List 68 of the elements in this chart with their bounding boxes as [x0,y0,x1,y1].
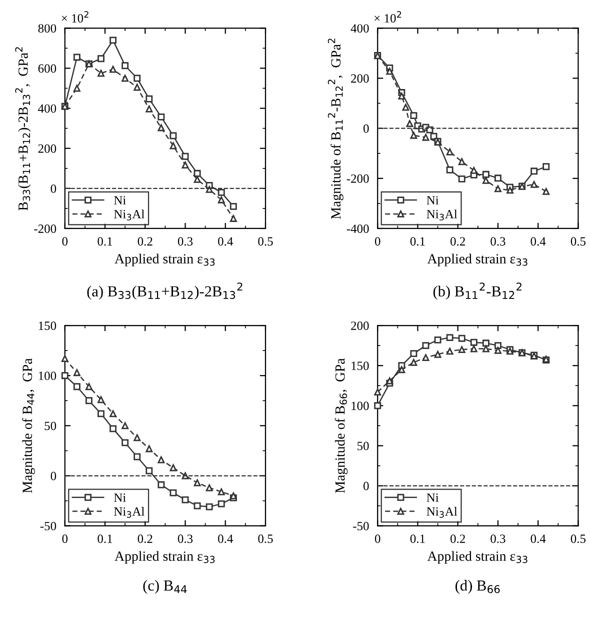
y-tick-label: -200 [34,224,56,233]
text: B$_{33}$(B$_{11}$+B$_{12}$)-2B$_{13}$$^{2}$, GPa$^{2}$ [15,47,31,210]
x-tick-label: 0.5 [258,237,273,246]
y-tick-label: -50 [353,522,369,530]
y-tick-label: 800 [38,24,56,33]
y-tick-label: -200 [346,174,369,183]
y-tick-label: -400 [346,224,369,233]
legend-label: Ni [114,493,126,502]
x-tick-label: 0 [374,237,380,246]
y-tick-label: 0 [363,482,369,490]
x-tick-label: 0.3 [178,237,193,246]
y-tick-label: 0 [50,184,56,193]
y-tick-label: 200 [351,74,369,83]
x-tick-label: 0.2 [450,237,465,246]
x-tick-label: 0.2 [138,534,152,544]
y-tick-label: 400 [350,24,369,33]
x-tick-label: 0.1 [410,534,425,544]
chart-title: (a) B$_{33}$(B$_{11}$+B$_{12}$)-2B$_{13}$$^{2}$ [87,282,242,300]
y-tick-label: 0 [50,472,56,480]
legend-label: Ni [426,493,439,502]
x-tick-label: 0 [62,237,68,246]
y-tick-label: 200 [38,144,56,153]
text: (c) B$_{44}$ [143,580,187,594]
x-tick-label: 0.2 [450,534,465,544]
y-tick-label: 150 [352,362,369,370]
legend-label: Ni$_{3}$Al [114,210,144,220]
x-tick-label: 0.5 [570,534,586,544]
y-axis-title: Magnitude of B$_{66}$, GPa [334,358,348,493]
x-tick-label: 0.3 [490,237,506,246]
y-tick-label: 50 [357,442,369,450]
text: × 10$^{2}$ [374,11,402,23]
x-tick-label: 0.4 [530,534,546,544]
y-axis-title: Magnitude of B$_{11}$$^{2}$-B$_{12}$$^{2}$, GPa$^{2}$ [328,38,344,219]
x-tick-label: 0.4 [530,237,546,246]
x-tick-label: 0.5 [258,534,273,544]
y-tick-label: 50 [44,422,56,430]
x-tick-label: 0.4 [218,237,233,246]
x-axis-title: Applied strain ε$_{33}$ [114,254,215,266]
legend-label: Ni$_{3}$Al [426,210,458,220]
y-tick-label: -50 [40,522,56,530]
y-axis-title: Magnitude of B$_{44}$, GPa [22,358,35,493]
text: (d) B$_{66}$ [456,580,500,594]
x-tick-label: 0.3 [178,534,193,544]
x-tick-label: 0.1 [98,237,112,246]
y-tick-label: 200 [351,322,369,330]
legend-label: Ni$_{3}$Al [426,506,458,518]
x-axis-title: Applied strain ε$_{33}$ [114,551,215,564]
y-tick-label: 0 [363,124,369,133]
legend-label: Ni [114,196,126,204]
x-tick-label: 0 [374,534,380,543]
y-tick-label: 100 [38,372,56,380]
y-tick-label: 150 [38,322,56,330]
legend-label: Ni$_{3}$Al [114,506,144,518]
x-tick-label: 0.5 [570,237,586,246]
y-tick-label: 100 [352,402,369,410]
legend-label: Ni [426,196,439,204]
x-tick-label: 0.1 [98,534,112,544]
x-tick-label: 0.3 [490,534,506,544]
text: × 10$^{2}$ [62,11,88,23]
x-tick-label: 0 [62,534,68,543]
x-tick-label: 0.1 [410,237,425,246]
x-axis-title: Applied strain ε$_{33}$ [427,254,528,266]
x-axis-title: Applied strain ε$_{33}$ [427,551,528,564]
x-tick-label: 0.2 [138,237,152,246]
y-tick-label: 600 [38,64,56,73]
y-tick-label: 400 [38,104,56,113]
text: (b) B$_{11}$$^{2}$-B$_{12}$$^{2}$ [433,282,522,300]
x-tick-label: 0.4 [218,534,233,544]
